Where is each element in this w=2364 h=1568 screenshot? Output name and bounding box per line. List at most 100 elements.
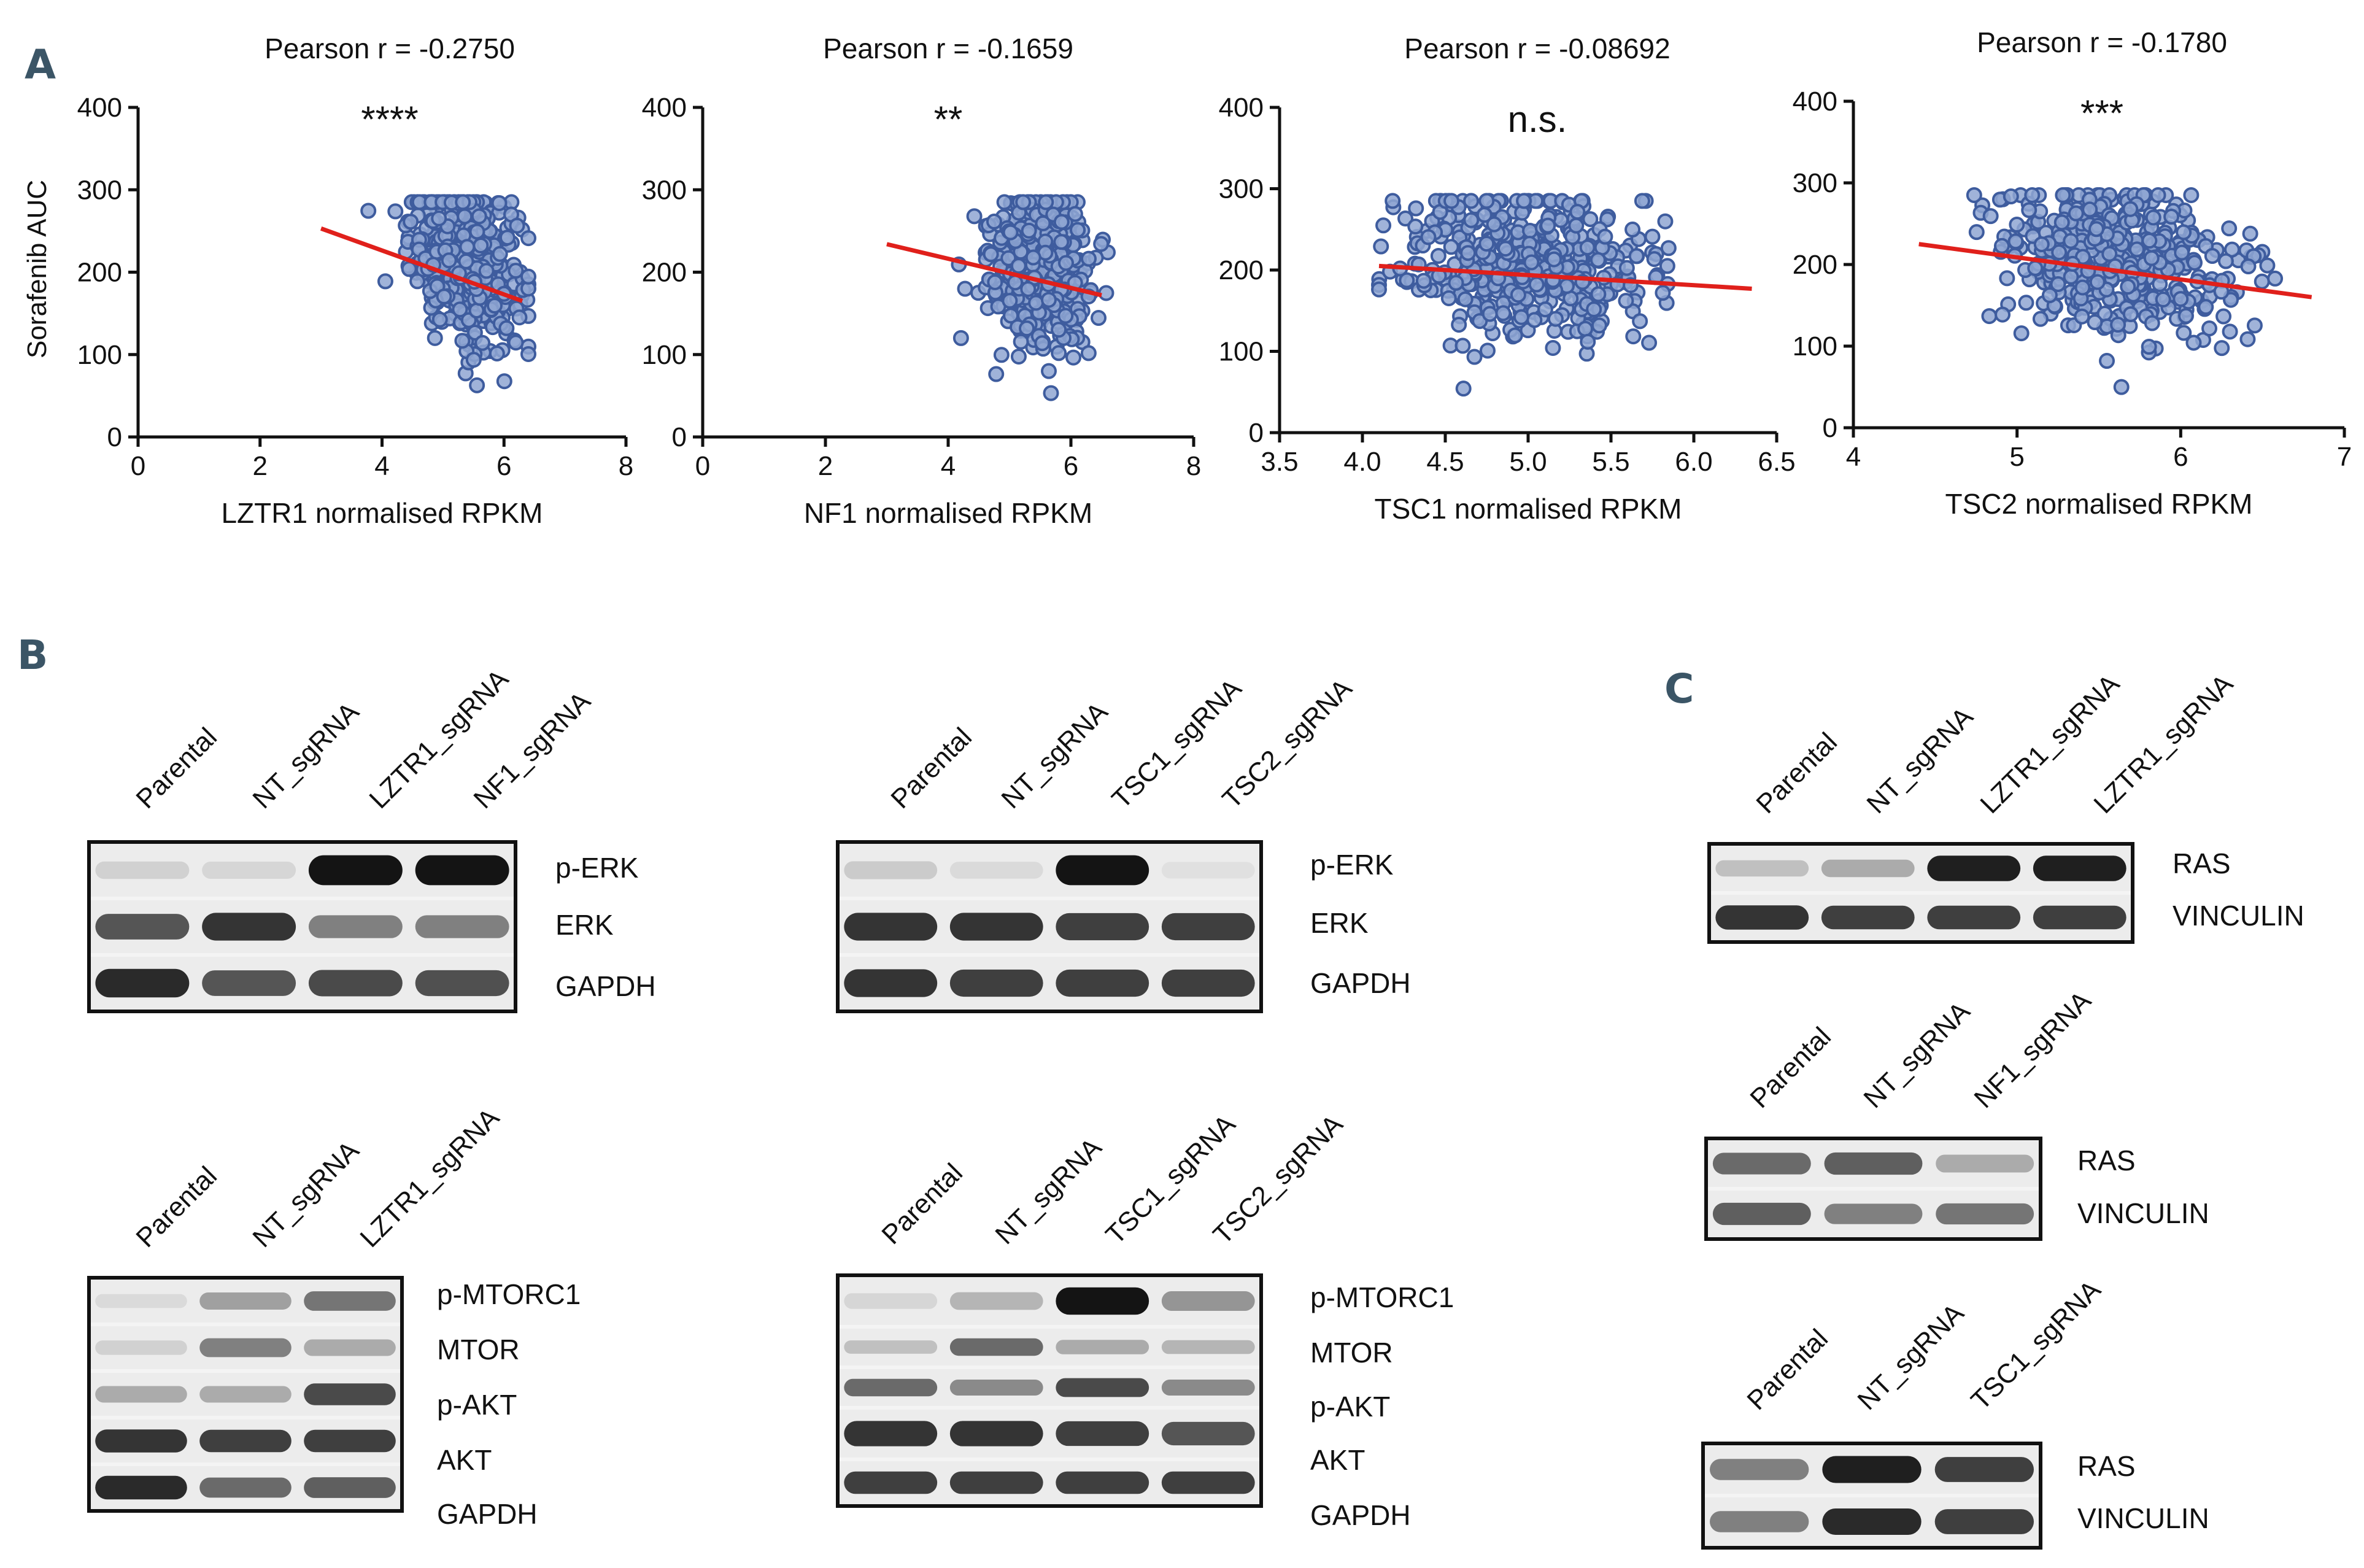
blot-band (1824, 1203, 1923, 1224)
scatter-point (1373, 238, 1389, 255)
scatter-point (436, 288, 452, 305)
y-tick-label: 200 (1219, 255, 1264, 285)
scatter-point (478, 263, 495, 279)
y-tick-label: 200 (1793, 250, 1837, 280)
x-tick-label: 4 (374, 451, 389, 481)
scatter-point (2024, 187, 2041, 203)
scatter-point (431, 210, 447, 226)
blot-band (308, 915, 403, 938)
scatter-point (474, 334, 491, 351)
blot-band (1056, 913, 1149, 941)
lane-label: Parental (876, 1158, 968, 1251)
scatter-point (1521, 223, 1538, 239)
blot-band (1056, 1340, 1149, 1354)
blot-row-label: RAS (2173, 848, 2231, 879)
scatter-point (1443, 239, 1459, 255)
scatter-point (1591, 317, 1607, 334)
scatter-point (2082, 201, 2098, 218)
scatter-point (457, 208, 473, 225)
scatter-point (511, 309, 528, 326)
scatter-point (2021, 202, 2038, 218)
x-tick-label: 6 (496, 451, 511, 481)
scatter-point (1051, 345, 1067, 361)
scatter-point (2110, 317, 2126, 333)
scatter-point (1507, 327, 1523, 344)
blot-band (304, 1291, 396, 1311)
scatter-point (1526, 312, 1543, 328)
data-points (1966, 187, 2284, 395)
blot-band (308, 855, 403, 886)
scatter-point (1041, 363, 1057, 379)
scatter-point (498, 320, 515, 336)
y-tick-label: 0 (107, 422, 122, 452)
scatter-chart-3: Pearson r = -0.08692 n.s. 0 100 200 300 400 3.5… (1219, 33, 1796, 525)
scatter-point (1624, 222, 1641, 238)
scatter-point (492, 245, 508, 262)
lane-label: NT_sgRNA (989, 1132, 1107, 1250)
scatter-point (2013, 325, 2030, 342)
scatter-point (468, 303, 485, 319)
scatter-point (1019, 320, 1035, 337)
lane-label: NT_sgRNA (1861, 701, 1979, 819)
blot-row-label: p-AKT (1310, 1391, 1390, 1423)
scatter-point (1586, 301, 1602, 318)
scatter-point (2143, 250, 2160, 266)
scatter-point (1646, 251, 1663, 268)
scatter-point (1546, 251, 1562, 268)
scatter-point (2033, 236, 2050, 253)
scatter-point (1460, 245, 1477, 261)
blot-row-label: ERK (555, 909, 614, 941)
scatter-point (2088, 221, 2104, 238)
scatter-point (1408, 200, 1424, 217)
scatter-point (986, 214, 1002, 230)
y-tick-label: 300 (1793, 168, 1837, 198)
scatter-point (2009, 216, 2025, 233)
scatter-point (988, 366, 1005, 382)
blot-band (1710, 1459, 1809, 1480)
scatter-point (1528, 276, 1545, 293)
scatter-point (2055, 187, 2071, 203)
scatter-point (1057, 255, 1074, 271)
scatter-point (1981, 308, 1998, 325)
scatter-point (2063, 233, 2079, 249)
blot-band (949, 862, 1043, 879)
scatter-point (1451, 317, 1467, 333)
scatter-point (409, 273, 426, 290)
blot-band (202, 913, 296, 941)
blot-band (1161, 862, 1255, 879)
x-tick-label: 8 (1186, 451, 1201, 481)
scatter-point (1021, 222, 1037, 239)
scatter-point (2128, 241, 2145, 258)
scatter-point (1091, 310, 1107, 326)
lane-label: Parental (130, 722, 223, 815)
blot-row-label: MTOR (437, 1334, 520, 1365)
blot-band (415, 855, 509, 886)
scatter-point (1466, 349, 1483, 365)
x-tick-label: 3.5 (1261, 447, 1298, 477)
blot-band (1715, 860, 1809, 877)
significance-label: **** (361, 99, 418, 140)
scatter-point (1547, 311, 1564, 327)
blot-band (415, 970, 509, 997)
scatter-point (465, 352, 482, 368)
scatter-point (1455, 380, 1472, 397)
blot-band (844, 1421, 938, 1446)
scatter-point (469, 377, 485, 393)
x-tick-label: 0 (131, 451, 145, 481)
scatter-point (1540, 217, 1556, 234)
scatter-point (360, 203, 377, 219)
scatter-point (957, 280, 973, 297)
scatter-point (473, 237, 489, 253)
scatter-point (1010, 258, 1027, 274)
blot-band (1161, 1380, 1255, 1396)
lane-label: TSC1_sgRNA (1965, 1275, 2106, 1416)
scatter-point (2221, 220, 2238, 237)
y-tick-label: 400 (642, 93, 687, 123)
blot-band (202, 861, 296, 879)
blot-band (95, 1429, 187, 1453)
x-tick-label: 7 (2337, 442, 2352, 472)
scatter-point (1375, 217, 1392, 234)
scatter-point (2122, 201, 2139, 217)
lane-label: Parental (1741, 1324, 1834, 1416)
